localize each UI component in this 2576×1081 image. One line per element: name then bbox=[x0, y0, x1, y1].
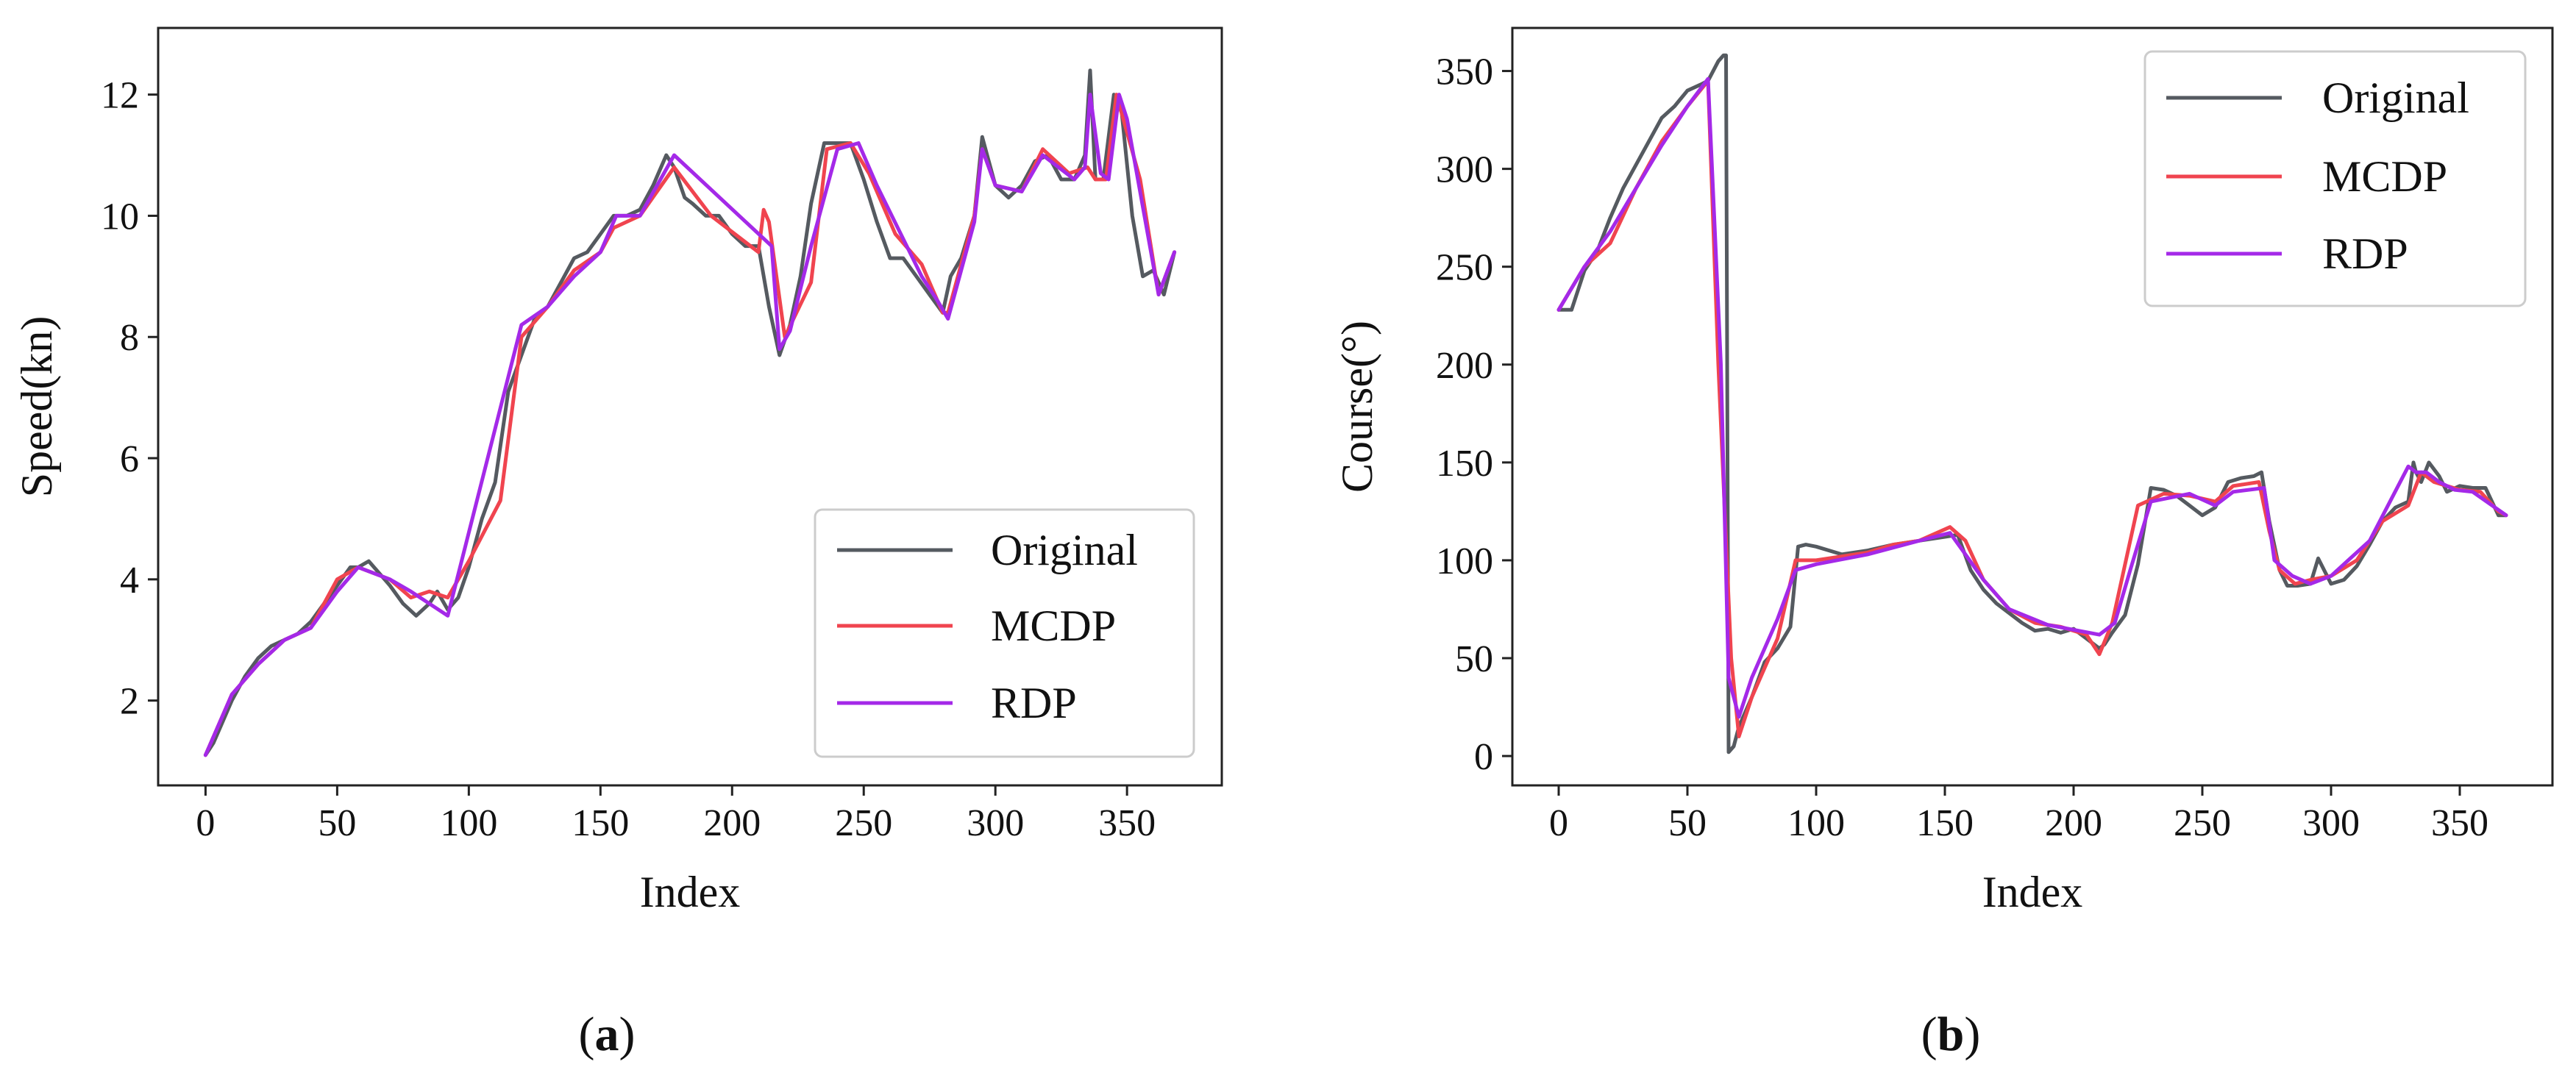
x-tick-label: 100 bbox=[1787, 802, 1845, 844]
x-tick-label: 300 bbox=[2302, 802, 2360, 844]
plot-frame bbox=[157, 26, 1223, 787]
y-tick-label: 0 bbox=[1474, 736, 1493, 778]
legend-label-rdp: RDP bbox=[991, 679, 1077, 727]
y-tick-label: 350 bbox=[1436, 51, 1493, 93]
x-tick-label: 50 bbox=[1668, 802, 1707, 844]
y-axis-title: Course(°) bbox=[1333, 321, 1381, 493]
series-line-mcdp bbox=[203, 93, 1177, 757]
plot-frame bbox=[1511, 26, 2554, 787]
x-axis-title: Index bbox=[1982, 868, 2083, 916]
y-tick-label: 2 bbox=[120, 681, 139, 723]
x-tick-label: 200 bbox=[703, 802, 761, 844]
y-tick-label: 10 bbox=[101, 196, 139, 238]
x-tick-label: 300 bbox=[967, 802, 1024, 844]
y-tick-label: 12 bbox=[101, 75, 139, 117]
y-tick-label: 250 bbox=[1436, 247, 1493, 289]
panel-a-speed-chart: 0 50 100 150 200 250 300 350 2 4 6 8 10 12 Index Spee… bbox=[13, 26, 1223, 1061]
x-tick-label: 100 bbox=[440, 802, 497, 844]
series-layer bbox=[1556, 53, 2508, 754]
panel-b-course-chart: 0 50 100 150 200 250 300 350 0 50 100 150 200 250 300 3… bbox=[1333, 26, 2554, 1061]
legend-label-rdp: RDP bbox=[2322, 229, 2408, 278]
x-tick-label: 0 bbox=[196, 802, 215, 844]
legend-box bbox=[814, 508, 1195, 758]
y-tick-label: 200 bbox=[1436, 345, 1493, 387]
x-tick-label: 350 bbox=[1098, 802, 1156, 844]
axis-ticks: 0 50 100 150 200 250 300 350 2 4 6 8 10 12 bbox=[101, 75, 1156, 844]
y-tick-label: 150 bbox=[1436, 443, 1493, 485]
x-tick-label: 200 bbox=[2045, 802, 2102, 844]
y-axis-title: Speed(kn) bbox=[13, 316, 61, 498]
series-line-rdp bbox=[203, 93, 1177, 757]
y-tick-label: 50 bbox=[1455, 638, 1493, 680]
y-tick-label: 100 bbox=[1436, 540, 1493, 582]
axis-ticks: 0 50 100 150 200 250 300 350 0 50 100 150 200 250 300 3… bbox=[1436, 51, 2488, 844]
legend-label-original: Original bbox=[2322, 74, 2469, 122]
y-tick-label: 6 bbox=[120, 438, 139, 480]
x-tick-label: 250 bbox=[2174, 802, 2231, 844]
x-tick-label: 350 bbox=[2431, 802, 2488, 844]
legend: Original MCDP RDP bbox=[814, 508, 1195, 758]
y-tick-label: 300 bbox=[1436, 149, 1493, 191]
panel-caption-a: (a) bbox=[579, 1007, 636, 1061]
panel-caption-b: (b) bbox=[1921, 1007, 1981, 1061]
legend-label-original: Original bbox=[991, 526, 1138, 574]
legend-label-mcdp: MCDP bbox=[2322, 152, 2447, 201]
legend-box bbox=[2143, 50, 2527, 307]
x-tick-label: 0 bbox=[1549, 802, 1568, 844]
x-tick-label: 150 bbox=[1916, 802, 1974, 844]
x-tick-label: 150 bbox=[572, 802, 629, 844]
x-tick-label: 250 bbox=[835, 802, 892, 844]
legend: Original MCDP RDP bbox=[2143, 50, 2527, 307]
x-axis-title: Index bbox=[640, 868, 741, 916]
y-tick-label: 4 bbox=[120, 560, 139, 602]
legend-label-mcdp: MCDP bbox=[991, 602, 1116, 650]
series-layer bbox=[203, 68, 1177, 757]
y-tick-label: 8 bbox=[120, 317, 139, 359]
x-tick-label: 50 bbox=[318, 802, 356, 844]
series-line-rdp bbox=[1556, 76, 2508, 719]
